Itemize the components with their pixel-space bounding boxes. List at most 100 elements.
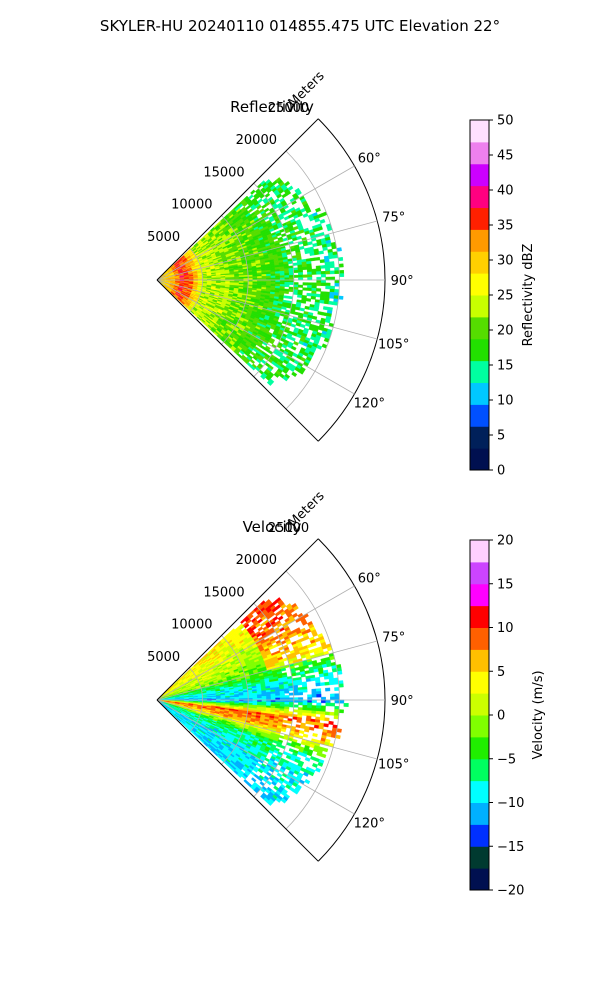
colorbar-swatch bbox=[470, 185, 489, 209]
radar-gate bbox=[318, 725, 324, 730]
radar-gate bbox=[306, 268, 313, 273]
radar-gate bbox=[284, 281, 290, 285]
radar-gate bbox=[307, 277, 313, 281]
radar-gate bbox=[292, 716, 298, 720]
radar-gate bbox=[234, 276, 240, 279]
radar-gate bbox=[310, 713, 317, 717]
radar-gate bbox=[284, 180, 291, 187]
colorbar-swatch bbox=[470, 251, 489, 274]
radar-gate bbox=[290, 336, 296, 342]
radar-gate bbox=[339, 699, 345, 704]
radar-gate bbox=[310, 257, 316, 262]
radar-gate bbox=[338, 269, 345, 274]
radar-gate bbox=[316, 344, 323, 350]
radar-gate bbox=[313, 251, 320, 256]
radar-gate bbox=[293, 284, 299, 288]
radar-gate bbox=[305, 208, 312, 214]
radar-gate bbox=[302, 287, 308, 291]
radar-gate bbox=[311, 271, 317, 275]
radar-gate bbox=[305, 298, 312, 302]
radar-gate bbox=[306, 292, 312, 297]
radar-gate bbox=[288, 692, 294, 696]
radar-gate bbox=[305, 678, 312, 682]
radar-gate bbox=[293, 274, 299, 278]
radar-gate bbox=[338, 680, 344, 685]
radar-gate bbox=[288, 704, 294, 708]
radar-gate bbox=[312, 732, 318, 738]
colorbar-tick-label: 40 bbox=[497, 184, 514, 199]
radar-gate bbox=[320, 699, 326, 704]
radar-gate bbox=[283, 715, 289, 719]
radar-gate bbox=[324, 264, 331, 269]
r-tick-label: 10000 bbox=[171, 198, 212, 213]
radar-gate bbox=[332, 254, 339, 259]
radar-gate bbox=[316, 705, 322, 709]
radar-gate bbox=[297, 284, 304, 288]
radar-gate bbox=[318, 250, 324, 255]
radar-gate bbox=[277, 615, 284, 621]
radar-gate bbox=[334, 279, 340, 284]
radar-gate bbox=[296, 719, 302, 724]
radar-gate bbox=[266, 695, 272, 699]
radar-gate bbox=[270, 701, 276, 705]
radar-gate bbox=[300, 673, 306, 678]
radar-gate bbox=[261, 701, 267, 705]
radar-gate bbox=[318, 673, 325, 678]
radar-gate bbox=[307, 694, 313, 698]
radar-gate bbox=[343, 703, 349, 707]
radar-gate bbox=[334, 705, 340, 710]
radar-gate bbox=[320, 705, 326, 710]
radar-gate bbox=[334, 699, 340, 704]
radar-gate bbox=[304, 305, 310, 310]
radar-gate bbox=[325, 270, 331, 275]
radar-gate bbox=[323, 675, 330, 680]
radar-gate bbox=[307, 271, 313, 275]
radar-gate bbox=[322, 246, 328, 251]
radar-gate bbox=[320, 696, 326, 701]
radar-gate bbox=[324, 711, 331, 716]
radar-gate bbox=[287, 295, 294, 300]
radar-gate bbox=[316, 691, 322, 695]
radar-gate bbox=[297, 294, 303, 299]
radar-gate bbox=[299, 323, 306, 329]
radar-gate bbox=[270, 695, 276, 699]
radar-gate bbox=[297, 272, 304, 276]
colorbar-tick-label: 35 bbox=[497, 219, 514, 234]
radar-gate bbox=[257, 626, 264, 632]
radar-gate bbox=[321, 663, 328, 669]
radar-gate bbox=[293, 282, 299, 286]
radar-gate bbox=[316, 271, 322, 275]
colorbar-tick-label: 45 bbox=[497, 149, 514, 164]
radar-gate bbox=[320, 270, 326, 275]
radar-gate bbox=[261, 274, 267, 277]
radar-gate bbox=[321, 311, 328, 317]
colorbar-swatch bbox=[470, 426, 489, 449]
radar-gate bbox=[295, 724, 301, 729]
radar-gate bbox=[270, 275, 276, 279]
radar-gate bbox=[234, 696, 240, 699]
radar-gate bbox=[285, 190, 292, 196]
radar-gate bbox=[270, 273, 276, 277]
colorbar-tick-label: 30 bbox=[497, 254, 514, 269]
radar-gate bbox=[325, 285, 331, 290]
radar-gate bbox=[257, 276, 263, 279]
radar-gate bbox=[299, 307, 305, 312]
radar-gate bbox=[330, 276, 335, 281]
colorbar-label: Reflectivity dBZ bbox=[521, 244, 536, 347]
radar-gate bbox=[323, 723, 329, 728]
radar-gate bbox=[334, 693, 340, 698]
radar-gate bbox=[302, 282, 308, 286]
radar-gate bbox=[338, 709, 344, 714]
radar-gate bbox=[288, 272, 294, 276]
radar-gate bbox=[248, 194, 254, 200]
colorbar-tick-label: 50 bbox=[497, 114, 514, 129]
reflectivity-panel: 50001000015000200002500060°75°90°105°120… bbox=[147, 69, 536, 479]
radar-gate bbox=[334, 270, 340, 275]
radar-gate bbox=[320, 279, 326, 284]
radar-gate bbox=[261, 281, 267, 285]
radar-gate bbox=[319, 218, 326, 224]
radar-gate bbox=[316, 702, 322, 706]
radar-gate bbox=[334, 709, 340, 713]
